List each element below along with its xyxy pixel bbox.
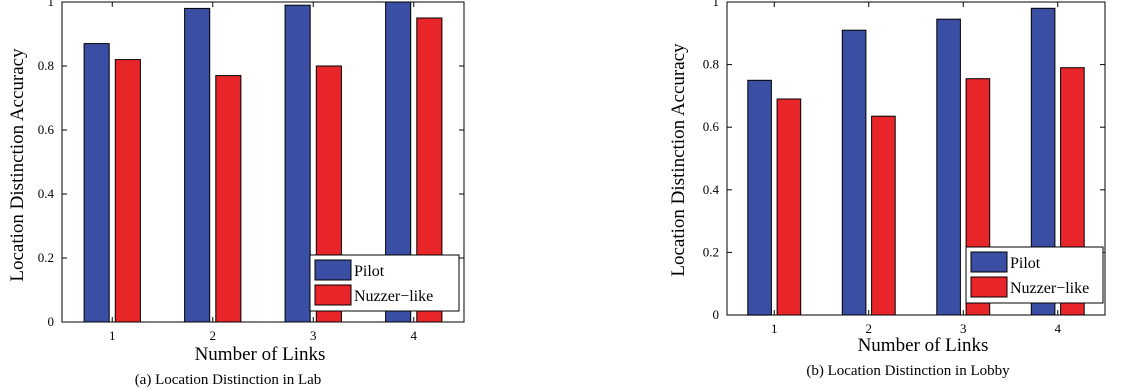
x-tick-label: 4: [411, 328, 418, 343]
y-tick-label: 0.4: [703, 182, 720, 197]
legend-swatch: [970, 276, 1008, 298]
bar-pilot-3: [936, 18, 961, 316]
y-tick-label: 0.4: [38, 186, 55, 201]
plot-frame: [726, 1, 1106, 316]
bar-nuzzer-1: [114, 59, 141, 323]
x-axis-label: Number of Links: [195, 344, 326, 365]
legend-swatch: [970, 251, 1008, 273]
x-tick-label: 1: [771, 321, 778, 336]
legend-label: Pilot: [1010, 255, 1041, 272]
plot-frame: [61, 1, 465, 323]
y-tick-label: 0: [713, 307, 720, 322]
bar-pilot-2: [184, 7, 211, 323]
x-tick-label: 2: [866, 321, 873, 336]
legend-swatch: [314, 259, 352, 281]
chart-caption: (a) Location Distinction in Lab: [135, 372, 322, 388]
legend-label: Pilot: [354, 263, 385, 280]
y-axis-label: Location Distinction Accuracy: [668, 43, 689, 277]
bar-nuzzer-2: [871, 115, 896, 316]
legend-swatch: [314, 284, 352, 306]
x-tick-label: 3: [960, 321, 967, 336]
x-axis-label: Number of Links: [858, 335, 989, 356]
legend-label: Nuzzer−like: [354, 288, 433, 305]
chart-caption: (b) Location Distinction in Lobby: [806, 363, 1010, 379]
y-tick-label: 0: [48, 314, 55, 329]
chart-panel-lobby: (b) Location Distinction in Lobby Number…: [668, 0, 1106, 379]
y-tick-label: 0.2: [703, 244, 719, 259]
x-tick-label: 1: [109, 328, 116, 343]
y-tick-label: 1: [48, 0, 55, 9]
x-tick-label: 2: [210, 328, 217, 343]
legend-label: Nuzzer−like: [1010, 280, 1089, 297]
bar-pilot-1: [747, 79, 772, 316]
y-tick-label: 0.2: [38, 250, 54, 265]
x-tick-label: 4: [1055, 321, 1062, 336]
y-tick-label: 0.8: [38, 58, 54, 73]
y-tick-label: 0.6: [703, 119, 720, 134]
y-tick-label: 0.6: [38, 122, 55, 137]
bar-nuzzer-2: [215, 75, 242, 323]
chart-panel-lab: (a) Location Distinction in Lab Number o…: [7, 0, 465, 388]
y-tick-label: 0.8: [703, 57, 719, 72]
bar-nuzzer-1: [776, 98, 802, 316]
y-axis-label: Location Distinction Accuracy: [7, 48, 28, 282]
bar-pilot-3: [284, 4, 311, 323]
x-tick-label: 3: [310, 328, 317, 343]
bar-pilot-1: [83, 43, 110, 323]
bar-pilot-2: [841, 29, 867, 316]
y-tick-label: 1: [713, 0, 720, 9]
